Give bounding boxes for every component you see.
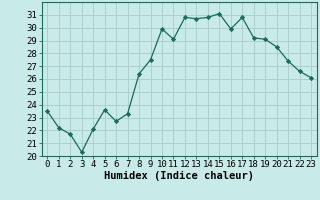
X-axis label: Humidex (Indice chaleur): Humidex (Indice chaleur) [104,171,254,181]
